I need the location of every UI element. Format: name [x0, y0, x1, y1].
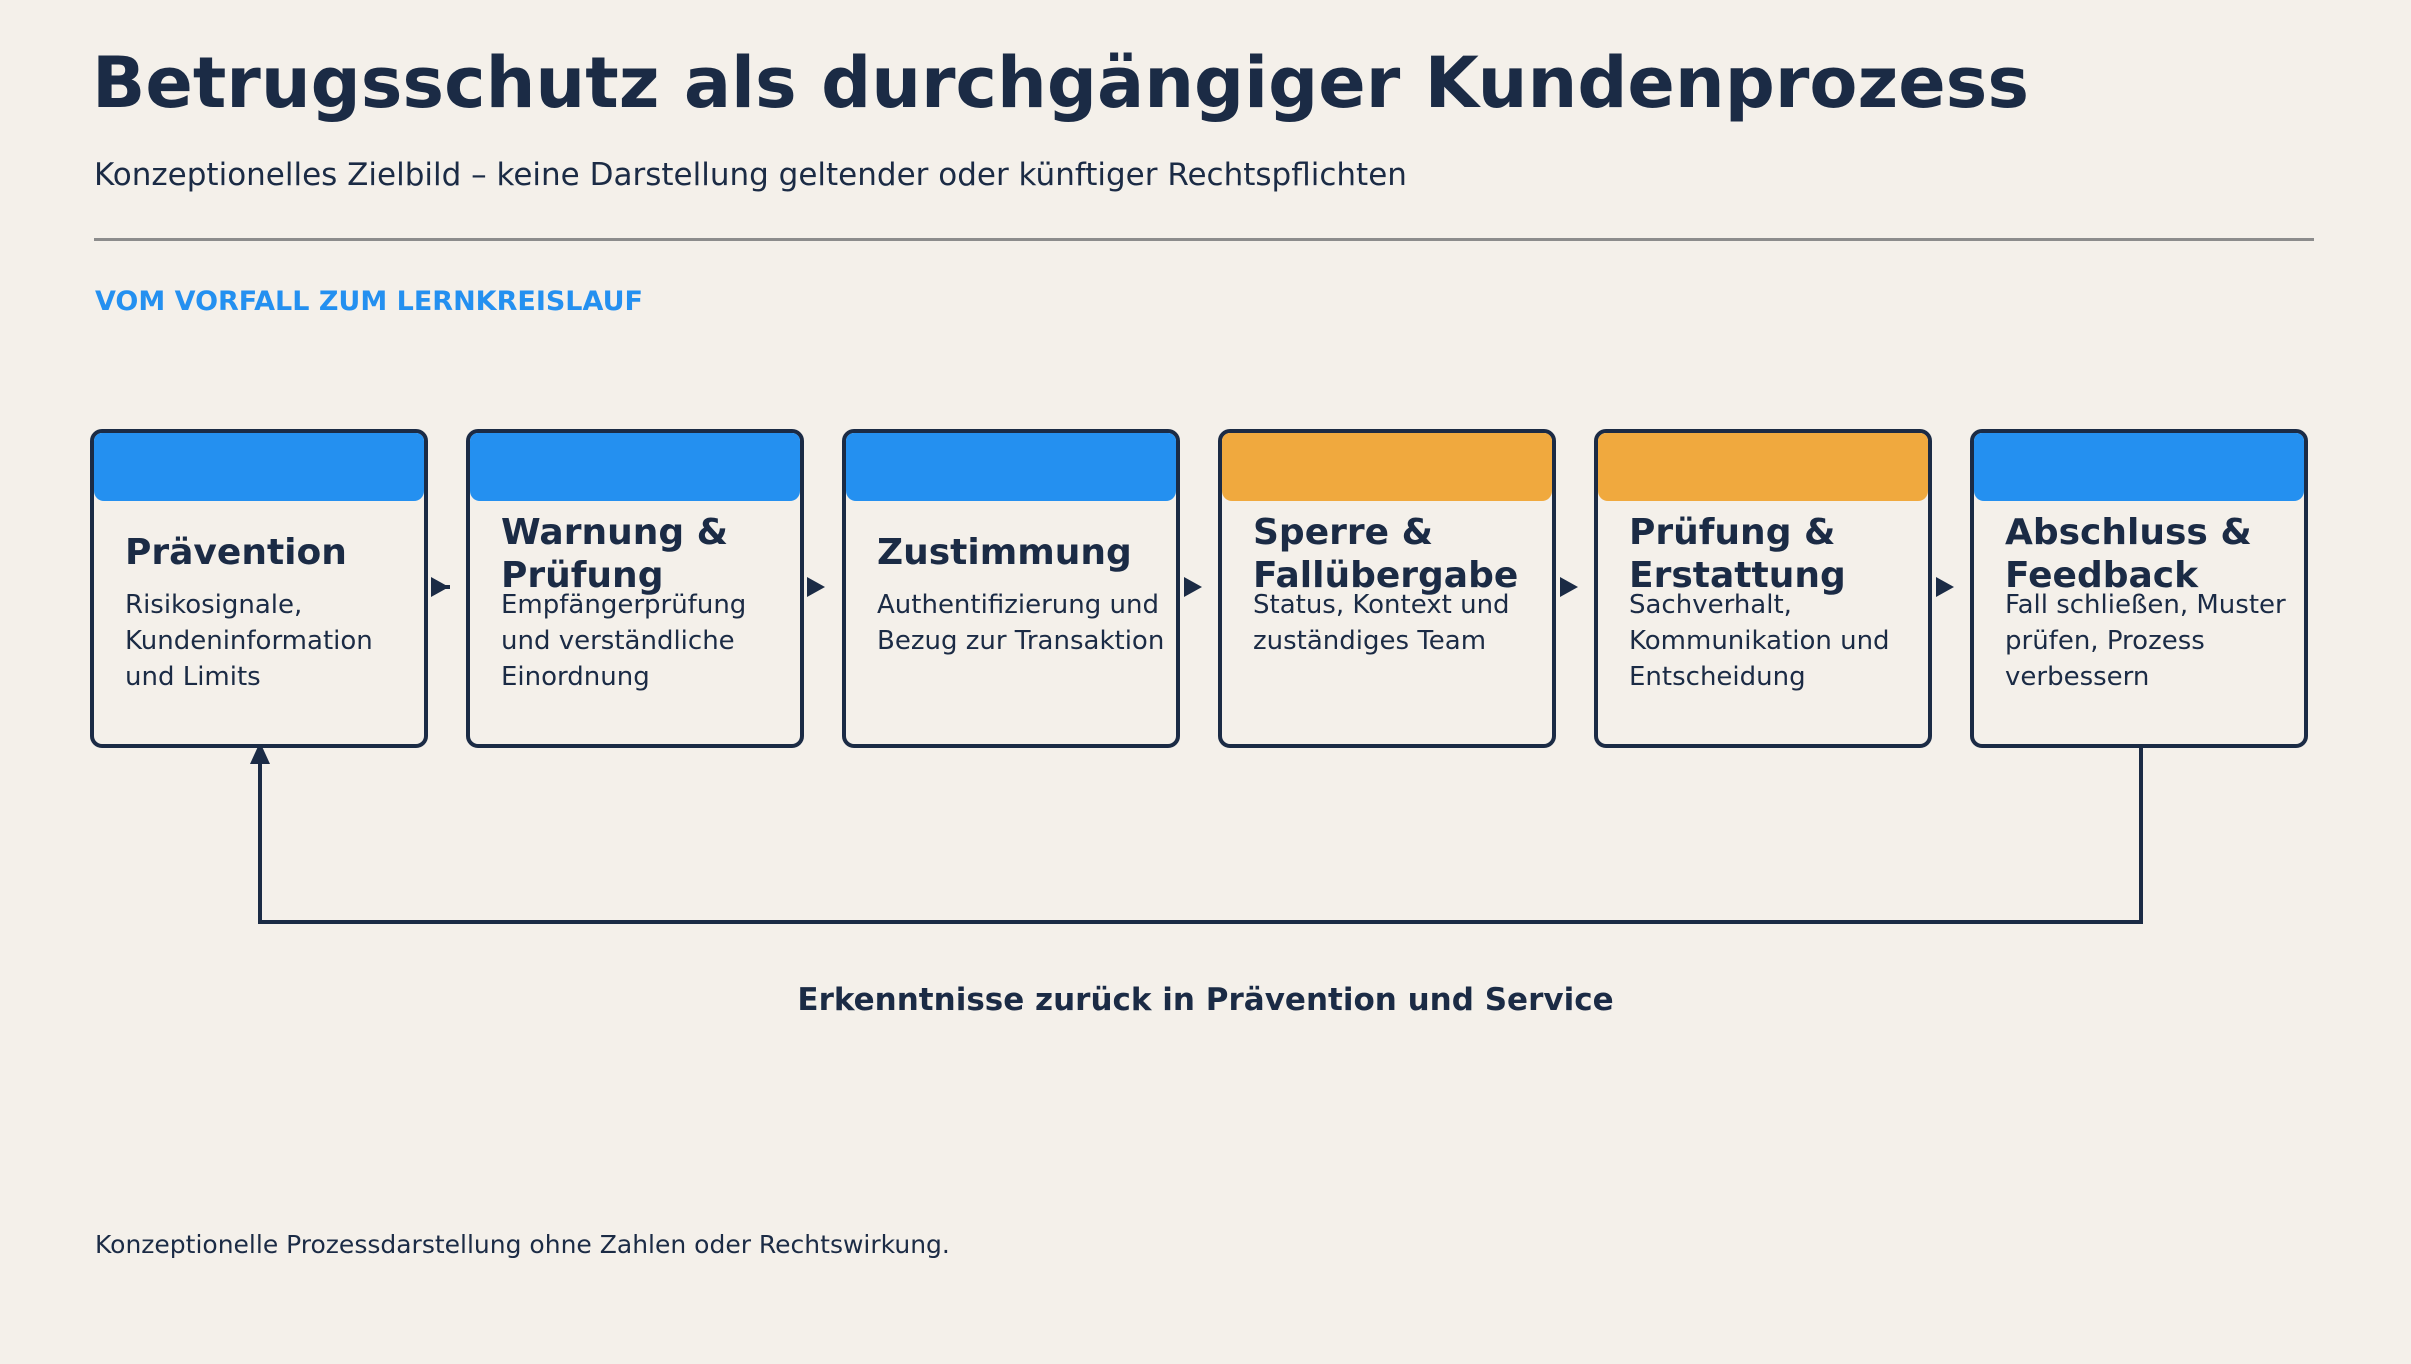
step-box-abschluss-feedback: Abschluss & Feedback Fall schließen, Mus…: [1970, 429, 2308, 748]
step-box-pruefung-erstattung: Prüfung & Erstattung Sachverhalt, Kommun…: [1594, 429, 1932, 748]
step-description: Sachverhalt, Kommunikation und Entscheid…: [1629, 590, 1890, 692]
step-header-bar: [470, 433, 800, 501]
step-description: Authentifizierung und Bezug zur Transakt…: [877, 590, 1165, 656]
arrow-5-6-head: [1936, 577, 1954, 597]
step-title: Prüfung & Erstattung: [1629, 512, 1846, 596]
arrow-1-2-head: [431, 577, 449, 597]
step-box-zustimmung: Zustimmung Authentifizierung und Bezug z…: [842, 429, 1180, 748]
feedback-loop-arrowhead: [250, 742, 270, 764]
step-description: Fall schließen, Muster prüfen, Prozess v…: [2005, 590, 2286, 692]
step-box-praevention: Prävention Risikosignale, Kundeninformat…: [90, 429, 428, 748]
arrow-4-5-head: [1560, 577, 1578, 597]
step-description: Risikosignale, Kundeninformation und Lim…: [125, 590, 373, 692]
step-arrows: [431, 577, 1954, 597]
step-header-bar: [1222, 433, 1552, 501]
footnote: Konzeptionelle Prozessdarstellung ohne Z…: [95, 1230, 950, 1259]
section-label: VOM VORFALL ZUM LERNKREISLAUF: [95, 286, 643, 317]
step-header-bar: [1598, 433, 1928, 501]
step-header-bar: [94, 433, 424, 501]
step-header-bar: [846, 433, 1176, 501]
step-title: Prävention: [125, 532, 347, 573]
divider: [94, 238, 2314, 241]
page-subtitle: Konzeptionelles Zielbild – keine Darstel…: [94, 157, 1407, 193]
step-header-bar: [1974, 433, 2304, 501]
step-box-sperre-falluebergabe: Sperre & Fallübergabe Status, Kontext un…: [1218, 429, 1556, 748]
arrow-2-3-head: [807, 577, 825, 597]
arrow-3-4-head: [1184, 577, 1202, 597]
page-title: Betrugsschutz als durchgängiger Kundenpr…: [92, 42, 2029, 124]
step-title: Warnung & Prüfung: [501, 512, 729, 596]
feedback-loop-label: Erkenntnisse zurück in Prävention und Se…: [797, 982, 1614, 1018]
step-description: Empfängerprüfung und verständliche Einor…: [501, 590, 747, 692]
step-box-warnung-pruefung: Warnung & Prüfung Empfängerprüfung und v…: [466, 429, 804, 748]
step-title: Abschluss & Feedback: [2005, 512, 2252, 596]
step-title: Sperre & Fallübergabe: [1253, 512, 1519, 596]
step-title: Zustimmung: [877, 532, 1132, 573]
feedback-loop-line: [258, 744, 2143, 924]
step-description: Status, Kontext und zuständiges Team: [1253, 590, 1510, 656]
